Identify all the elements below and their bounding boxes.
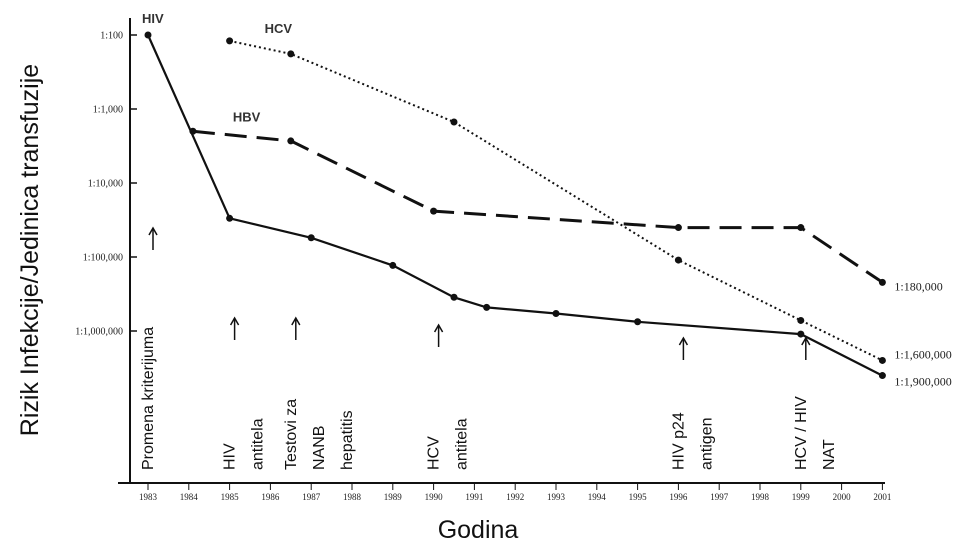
- event-label: HIV: [222, 443, 239, 470]
- data-point: [674, 224, 682, 232]
- event-label: hepatitis: [339, 410, 356, 470]
- axes: [118, 18, 885, 484]
- series-name-label: HIV: [142, 11, 164, 26]
- data-point: [552, 309, 560, 317]
- y-tick-label: 1:1,000: [93, 105, 123, 116]
- x-ticks: 1983 1984 1985 1986 1987 1988 1989 1990 1991 1992…: [139, 483, 891, 502]
- event-annotation: HCV / HIV NAT: [793, 336, 838, 470]
- data-point: [450, 118, 458, 126]
- y-tick-label: 1:100: [100, 31, 123, 42]
- x-tick-label: 1998: [751, 492, 770, 502]
- x-tick-label: 1983: [139, 492, 158, 502]
- x-tick-label: 2001: [873, 492, 891, 502]
- x-tick-label: 1993: [547, 492, 566, 502]
- arrow-head: [229, 316, 240, 326]
- series-hbv: HBV 1:180,000: [189, 109, 943, 293]
- data-point: [226, 37, 234, 45]
- x-tick-label: 1989: [384, 492, 403, 502]
- data-point: [674, 256, 682, 264]
- event-label: HCV / HIV: [793, 396, 810, 470]
- event-label: Promena kriterijuma: [140, 327, 157, 470]
- data-point: [144, 31, 152, 39]
- series-name-label: HBV: [233, 109, 261, 124]
- series-hiv: HIV 1:1,900,000: [142, 11, 952, 389]
- event-label: antitela: [250, 418, 267, 470]
- x-tick-label: 1987: [302, 492, 321, 502]
- x-tick-label: 1996: [669, 492, 688, 502]
- x-tick-label: 1990: [425, 492, 444, 502]
- arrow-head: [678, 336, 689, 346]
- event-label: NAT: [821, 439, 838, 470]
- event-label: Testovi za: [283, 399, 300, 470]
- series-line: [146, 34, 883, 377]
- series-end-label: 1:1,600,000: [894, 347, 951, 361]
- x-axis-label: Godina: [438, 516, 519, 544]
- event-annotation: Testovi za NANB hepatitis: [283, 316, 356, 470]
- arrow-head: [433, 323, 444, 333]
- x-tick-label: 1988: [343, 492, 362, 502]
- event-annotation: HIV p24 antigen: [670, 336, 715, 471]
- x-tick-label: 1994: [588, 492, 607, 502]
- series-hcv: HCV 1:1,600,000: [226, 21, 952, 364]
- series-line: [192, 129, 884, 284]
- data-point: [226, 214, 234, 222]
- data-point: [797, 224, 805, 232]
- data-point: [878, 372, 886, 380]
- event-label: HIV p24: [670, 412, 687, 470]
- x-tick-label: 1995: [629, 492, 648, 502]
- x-tick-label: 1986: [261, 492, 280, 502]
- series-group: HIV 1:1,900,000 HBV 1:180,000 HCV 1:1,600,000: [142, 11, 952, 389]
- arrow-head: [148, 226, 158, 236]
- data-point: [483, 303, 491, 311]
- x-tick-label: 1991: [465, 492, 483, 502]
- series-end-label: 1:1,900,000: [894, 375, 951, 389]
- series-line: [229, 39, 883, 362]
- y-tick-label: 1:100,000: [83, 253, 123, 264]
- x-tick-label: 1999: [792, 492, 811, 502]
- event-label: HCV: [426, 436, 443, 470]
- arrow-head: [291, 316, 301, 326]
- data-point: [307, 234, 315, 242]
- series-name-label: HCV: [265, 21, 293, 36]
- data-point: [797, 330, 805, 338]
- event-label: antitela: [454, 418, 471, 470]
- events-group: Promena kriterijuma HIV antitela Testovi za…: [140, 226, 838, 471]
- event-annotation: HIV antitela: [222, 316, 267, 470]
- data-point: [797, 316, 805, 324]
- x-tick-label: 1985: [221, 492, 240, 502]
- y-axis-label: Rizik Infekcije/Jedinica transfuzije: [16, 64, 44, 436]
- arrow-head: [801, 336, 811, 346]
- x-tick-label: 1984: [180, 492, 199, 502]
- x-tick-label: 2000: [833, 492, 852, 502]
- event-annotation: Promena kriterijuma: [140, 226, 158, 470]
- event-label: NANB: [311, 426, 328, 470]
- series-end-label: 1:180,000: [894, 279, 942, 293]
- data-point: [634, 318, 642, 326]
- data-point: [389, 261, 397, 269]
- y-tick-label: 1:10,000: [88, 179, 123, 190]
- y-tick-label: 1:1,000,000: [75, 327, 123, 338]
- data-point: [430, 207, 438, 215]
- x-tick-label: 1997: [710, 492, 729, 502]
- x-tick-label: 1992: [506, 492, 524, 502]
- data-point: [878, 278, 886, 286]
- data-point: [189, 127, 197, 135]
- data-point: [878, 356, 886, 364]
- data-point: [287, 137, 295, 145]
- data-point: [287, 50, 295, 58]
- y-ticks: 1:100 1:1,000 1:10,000 1:100,000 1:1,000,000: [75, 31, 137, 338]
- data-point: [450, 293, 458, 301]
- event-annotation: HCV antitela: [426, 323, 471, 470]
- event-label: antigen: [698, 418, 715, 471]
